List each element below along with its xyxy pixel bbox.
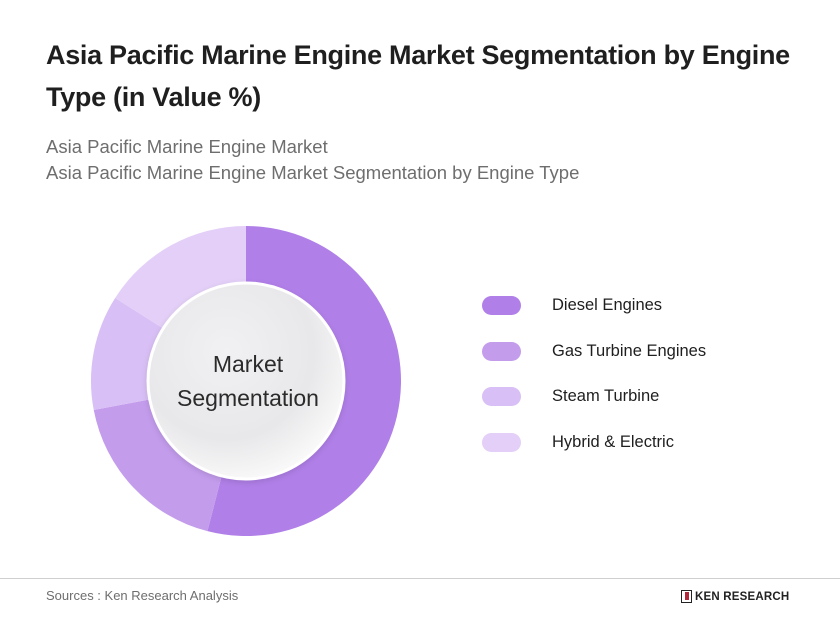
legend-item-gas-turbine-engines: Gas Turbine Engines <box>482 338 706 364</box>
legend-label: Gas Turbine Engines <box>552 341 707 360</box>
legend-swatch-hybrid-electric <box>482 432 521 452</box>
center-label-line2: Segmentation <box>177 385 319 411</box>
legend-swatch-steam-turbine <box>482 386 521 406</box>
donut-center-disc <box>146 281 346 481</box>
legend-swatch-diesel <box>482 295 521 315</box>
chart-title: Asia Pacific Marine Engine Market Segmen… <box>46 40 790 112</box>
legend-label: Hybrid & Electric <box>552 432 674 451</box>
brand-logo: KEN RESEARCH <box>681 590 789 603</box>
center-label-line1: Market <box>212 351 284 377</box>
legend-item-diesel-engines: Diesel Engines <box>482 292 662 318</box>
legend-label: Steam Turbine <box>552 386 660 405</box>
footer-divider <box>0 578 840 579</box>
legend-item-hybrid-electric: Hybrid & Electric <box>482 429 674 455</box>
donut-center-label: Market Segmentation <box>150 302 346 460</box>
chart-subtitle-market: Asia Pacific Marine Engine Market <box>46 136 328 157</box>
chart-subtitle-segmentation: Asia Pacific Marine Engine Market Segmen… <box>46 162 580 183</box>
brand-name: KEN RESEARCH <box>695 590 790 603</box>
ken-research-logo-icon <box>681 590 692 603</box>
legend-label: Diesel Engines <box>552 295 663 314</box>
legend-swatch-gas-turbine <box>482 341 521 361</box>
sources-note: Sources : Ken Research Analysis <box>46 588 239 603</box>
donut-chart <box>91 226 401 536</box>
legend-item-steam-turbine: Steam Turbine <box>482 383 659 409</box>
